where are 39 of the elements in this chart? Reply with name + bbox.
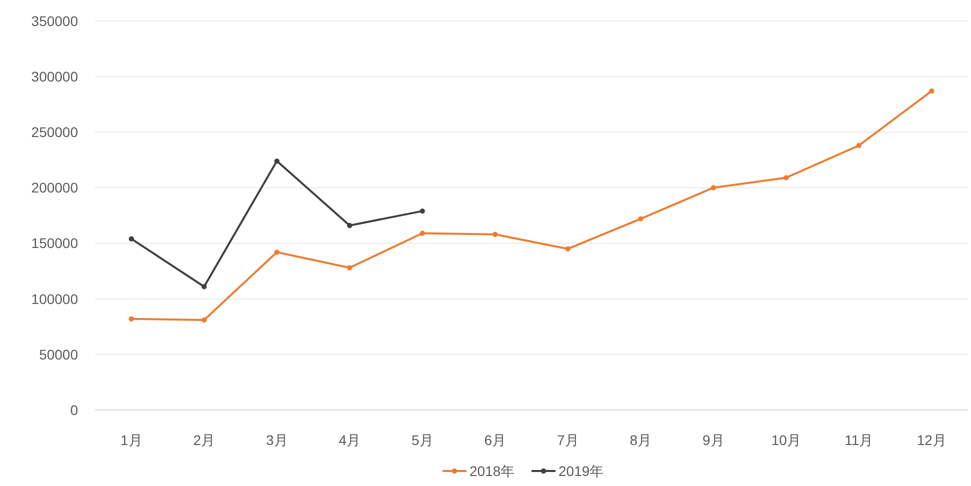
x-tick-label: 12月 <box>916 432 946 448</box>
x-tick-label: 8月 <box>630 432 652 448</box>
legend-label: 2019年 <box>558 463 604 479</box>
x-tick-label: 10月 <box>771 432 801 448</box>
y-tick-label: 100000 <box>31 290 78 307</box>
point <box>492 232 498 237</box>
point <box>420 230 425 236</box>
point <box>929 88 934 94</box>
y-tick-label: 50000 <box>39 346 78 362</box>
point <box>856 142 862 148</box>
y-tick-label: 150000 <box>31 235 78 252</box>
x-tick-label: 4月 <box>338 432 361 448</box>
y-tick-label: 300000 <box>31 68 78 84</box>
x-tick-label: 9月 <box>702 432 724 448</box>
point <box>565 246 570 252</box>
x-tick-label: 5月 <box>411 432 434 448</box>
point <box>347 265 352 270</box>
x-tick-label: 7月 <box>556 432 579 448</box>
x-tick-label: 6月 <box>484 432 506 448</box>
point <box>784 175 789 180</box>
legend-label: 2018年 <box>470 463 515 479</box>
y-tick-label: 250000 <box>31 124 78 140</box>
point <box>420 208 425 214</box>
point <box>202 284 207 290</box>
y-tick-label: 0 <box>70 402 78 418</box>
x-tick-label: 1月 <box>120 432 142 448</box>
point <box>710 185 716 190</box>
point <box>638 216 644 222</box>
y-tick-label: 350000 <box>31 12 78 29</box>
point <box>347 222 352 228</box>
point <box>202 317 207 323</box>
point <box>274 158 280 164</box>
point <box>128 236 134 242</box>
point <box>128 316 134 322</box>
x-tick-label: 11月 <box>844 432 874 448</box>
x-tick-label: 2月 <box>193 432 216 448</box>
y-tick-label: 200000 <box>31 180 78 196</box>
x-tick-label: 3月 <box>266 432 288 448</box>
point <box>274 250 280 255</box>
